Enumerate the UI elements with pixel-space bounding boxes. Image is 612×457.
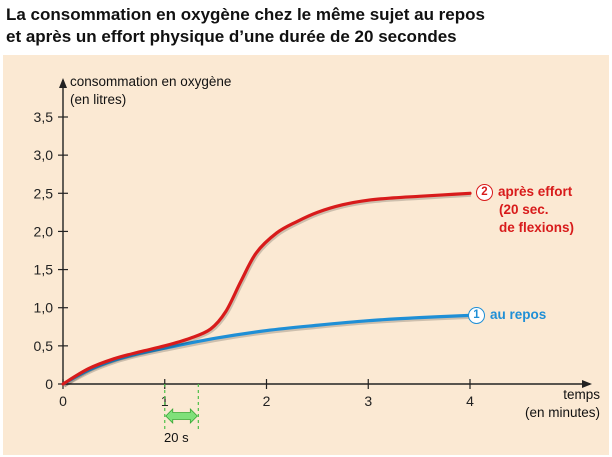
legend-repos: 1 au repos [468,306,546,324]
legend-effort: 2 après effort (20 sec. de flexions) [476,183,574,237]
y-axis-label-line-1: consommation en oxygène [70,74,232,89]
y-tick-label: 0 [45,376,53,392]
effort-duration-arrow [165,408,198,424]
effort-duration-label: 20 s [164,430,189,445]
title-line-2: et après un effort physique d’une durée … [6,27,457,46]
legend-repos-label: au repos [490,307,547,322]
chart-panel [3,55,609,455]
y-tick-label: 3,0 [34,147,54,163]
x-axis-label: temps (en minutes) [525,386,600,422]
y-axis-label-line-2: (en litres) [70,92,127,107]
series-marker-2: 2 [476,183,493,201]
y-tick-label: 2,0 [34,223,54,239]
y-axis-label: consommation en oxygène (en litres) [70,73,231,109]
y-tick-label: 3,5 [34,109,54,125]
series-repos-line-shadow [63,314,472,388]
title-line-1: La consommation en oxygène chez le même … [6,5,485,24]
x-axis-arrow [582,380,592,388]
x-axis-label-line-1: temps [563,387,600,402]
y-tick-label: 1,0 [34,300,54,316]
y-tick-label: 2,5 [34,185,54,201]
legend-effort-line-2: (20 sec. [499,202,549,217]
y-tick-label: 1,5 [34,262,54,278]
x-axis-label-line-2: (en minutes) [524,405,600,420]
series-marker-1: 1 [468,306,485,324]
x-tick-label: 4 [466,393,474,409]
x-tick-label: 1 [161,393,169,409]
legend-effort-line-3: de flexions) [499,220,575,235]
x-tick-label: 2 [263,393,271,409]
series-repos-line [61,313,472,386]
x-tick-label: 0 [59,393,67,409]
x-tick-label: 3 [364,393,372,409]
chart-title: La consommation en oxygène chez le même … [6,4,610,48]
y-tick-label: 0,5 [34,338,54,354]
series-effort-line [61,191,472,386]
y-axis-arrow [59,78,67,88]
legend-effort-line-1: après effort [498,184,573,199]
